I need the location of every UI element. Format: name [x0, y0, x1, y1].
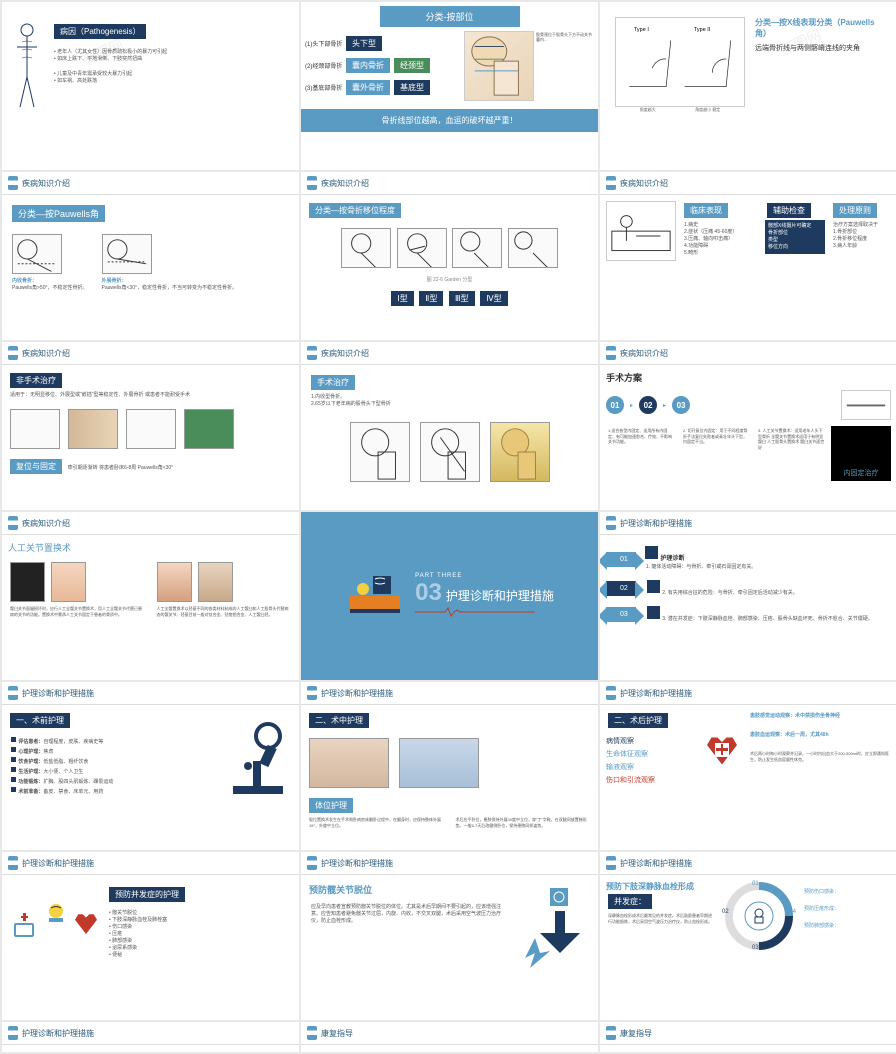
title: 手术方案 — [606, 371, 891, 384]
photo — [399, 738, 479, 788]
title: 分类-按部位 — [380, 6, 520, 27]
title: 二、术中护理 — [309, 713, 369, 728]
slide-clinical: 疾病知识介绍 临床表现 1.病史 2.症状（压痛 45-60度） 3.压痛、轴向… — [600, 172, 896, 340]
slide-nursing-diagnosis: 护理诊断和护理措施 01 护理诊断1. 躯体活动障碍：与骨折、牵引或石膏固定有关… — [600, 512, 896, 680]
item: • 老年人（尤其女性）因骨质疏松极小的暴力可引起 — [54, 49, 287, 56]
slide-dvt-prevention: 护理诊断和护理措施 预防下肢深静脉血栓形成 并发症： 深静脉血栓形成术后最常见的… — [600, 852, 896, 1020]
microscope-icon — [223, 711, 293, 801]
slide-surgical-plan: 疾病知识介绍 手术方案 01 ▸ 02 ▸ 03 1.适合各型内固定、适用所有内… — [600, 342, 896, 510]
slide-pauwells-xray: 新图网 Type IType II 角度越大 角度越小 稳定 分类—按X线表现分… — [600, 2, 896, 170]
plus-icon — [715, 743, 729, 757]
title: 人工关节置换术 — [8, 541, 293, 554]
angle-diagram: Type IType II 角度越大 角度越小 稳定 — [615, 17, 745, 107]
slide-grid: 新图网 病因（Pathogenesis） • 老年人（尤其女性）因骨质疏松极小的… — [0, 0, 896, 1054]
bed-icon — [345, 571, 405, 621]
screw-image — [841, 390, 891, 420]
title: 非手术治疗 — [10, 373, 62, 388]
title: 预防下肢深静脉血栓形成 — [606, 881, 716, 892]
diagram — [102, 234, 152, 274]
title: 分类—按骨折移位程度 — [309, 203, 401, 218]
title: 二、术后护理 — [608, 713, 668, 728]
item: • 如车祸、高处跌落 — [54, 78, 287, 85]
side-text: 股骨颈位于股骨头下方不动关节囊内... — [534, 31, 594, 101]
section-title: 护理诊断和护理措施 — [446, 587, 554, 604]
slide-section-divider: PART THREE 03 护理诊断和护理措施 — [301, 512, 598, 680]
circular-diagram: 01 04 03 02 — [724, 881, 794, 951]
diagram — [12, 234, 62, 274]
subtitle: 远端骨折线与两侧髂嵴连线的夹角 — [755, 43, 882, 53]
slide-pauwells-angle: 疾病知识介绍 分类—按Pauwells角 内收骨折：Pauwells角>50°，… — [2, 172, 299, 340]
title: 分类—按X线表现分类（Pauwells角） — [755, 17, 882, 39]
skeleton-icon — [12, 22, 42, 112]
svg-text:Type I: Type I — [634, 27, 649, 33]
arrows-icon — [520, 883, 590, 973]
slide-partial: 康复指导 — [600, 1022, 896, 1052]
title: 预防并发症的护理 — [109, 887, 185, 902]
title: 一、术前护理 — [10, 713, 70, 728]
title: 预防髋关节脱位 — [309, 883, 510, 896]
note: 骨折线部位越高，血运的破坏越严重！ — [301, 109, 598, 132]
slide-arthroplasty: 疾病知识介绍 人工关节置换术 髋臼关节面辐损坏时，应行人工全髋关节置换术，用人工… — [2, 512, 299, 680]
title: 手术治疗 — [311, 375, 355, 390]
photo — [309, 738, 389, 788]
patient-diagram — [606, 201, 676, 261]
xray-image: 内固定治疗 — [831, 426, 891, 481]
title: 临床表现 — [684, 203, 728, 218]
slide-dislocation-prevention: 护理诊断和护理措施 预防髋关节脱位 应及早向患者宣教预防髋关节脱位的体位。尤其是… — [301, 852, 598, 1020]
slide-postop-care: 护理诊断和护理措施 二、术后护理 病情观察 生命体征观察 输液观察 伤口和引流观… — [600, 682, 896, 850]
slide-complications: 护理诊断和护理措施 预防并发症的护理 • 髋关节脱位 • 下肢深静脉血栓及肺栓塞… — [2, 852, 299, 1020]
slide-partial: 康复指导 — [301, 1022, 598, 1052]
pathogenesis-title: 病因（Pathogenesis） — [54, 24, 146, 39]
item: • 儿童及中青年需承受较大暴力引起 — [54, 71, 287, 78]
slide-surgical: 疾病知识介绍 手术治疗 1.内收型骨折。 2.65岁以下老年病的股骨头下型骨折 — [301, 342, 598, 510]
bone-diagram — [464, 31, 534, 101]
slide-pathogenesis: 新图网 病因（Pathogenesis） • 老年人（尤其女性）因骨质疏松极小的… — [2, 2, 299, 170]
doctor-illustration — [12, 885, 97, 961]
slide-intraop-care: 护理诊断和护理措施 二、术中护理 体位护理 股位置换术发生在手术侧卧病房床翻卧过… — [301, 682, 598, 850]
slide-partial: 护理诊断和护理措施 — [2, 1022, 299, 1052]
slide-garden-classification: 疾病知识介绍 分类—按骨折移位程度 图 22-6 Garden 分型 Ⅰ型 Ⅱ型… — [301, 172, 598, 340]
item: • 如床上跌下、平地滑倒、下肢突然扭曲 — [54, 56, 287, 63]
slide-classification-location: 分类-按部位 (1)头下部骨折 头下型 (2)经颈部骨折 囊内骨折经颈型 (3)… — [301, 2, 598, 170]
title: 分类—按Pauwells角 — [12, 205, 105, 222]
slide-preop-care: 护理诊断和护理措施 一、术前护理 评估患者：自理程度，皮肤、疾病史等 心理护理：… — [2, 682, 299, 850]
svg-text:Type II: Type II — [694, 27, 711, 33]
slide-nonsurgical: 疾病知识介绍 非手术治疗 适用于：无明显移位、外展型或"嵌插"型等稳定性、外展骨… — [2, 342, 299, 510]
ecg-line — [415, 607, 535, 617]
